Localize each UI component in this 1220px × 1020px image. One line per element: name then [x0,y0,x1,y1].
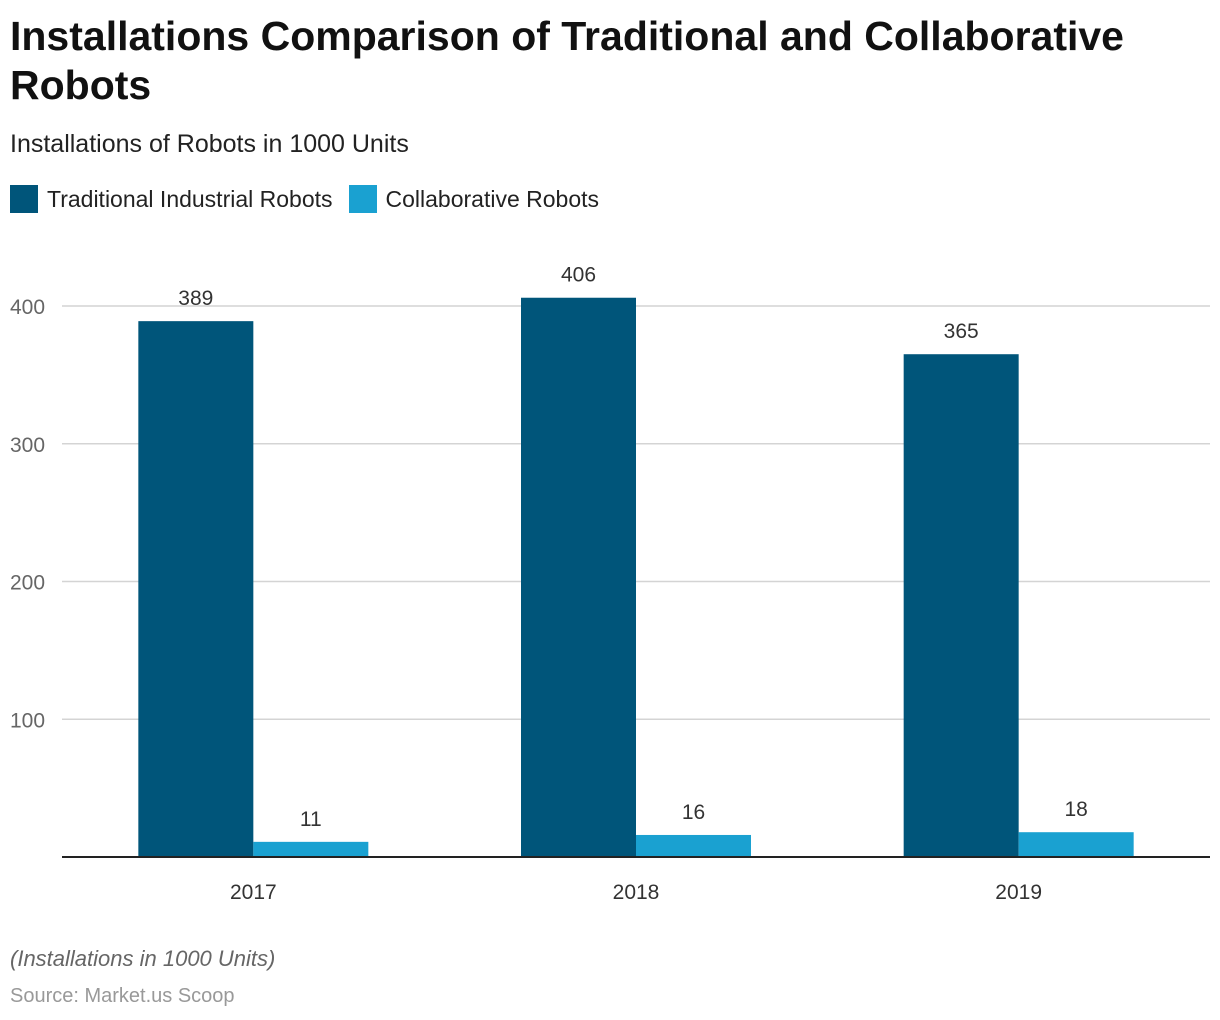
y-tick-label: 400 [10,296,45,319]
legend: Traditional Industrial Robots Collaborat… [10,185,615,213]
data-label: 16 [682,801,705,824]
data-label: 389 [178,287,213,310]
data-label: 406 [561,264,596,287]
y-tick-label: 100 [10,709,45,732]
bar-collaborative [636,834,751,857]
bar-collaborative [1018,832,1134,857]
x-tick-label: 2018 [613,881,660,904]
data-label: 18 [1064,798,1087,821]
x-tick-label: 2019 [995,881,1042,904]
chart-subtitle: Installations of Robots in 1000 Units [10,130,409,158]
bar-collaborative [253,841,369,857]
data-label: 11 [300,808,322,831]
bar-traditional [521,297,636,857]
y-tick-label: 300 [10,434,45,457]
x-tick-label: 2017 [230,881,277,904]
y-tick-label: 200 [10,572,45,595]
bar-traditional [138,321,254,858]
legend-label-traditional: Traditional Industrial Robots [47,185,333,212]
legend-label-collaborative: Collaborative Robots [385,185,600,212]
chart-source: Source: Market.us Scoop [10,985,235,1007]
legend-item-collaborative[interactable]: Collaborative Robots [348,185,600,213]
chart-note: (Installations in 1000 Units) [10,946,276,971]
data-label: 365 [944,320,979,343]
legend-swatch-traditional [10,185,38,213]
legend-swatch-collaborative [348,185,377,213]
chart-title: Installations Comparison of Traditional … [10,13,1124,108]
bar-traditional [903,354,1019,857]
legend-item-traditional[interactable]: Traditional Industrial Robots [10,185,333,213]
